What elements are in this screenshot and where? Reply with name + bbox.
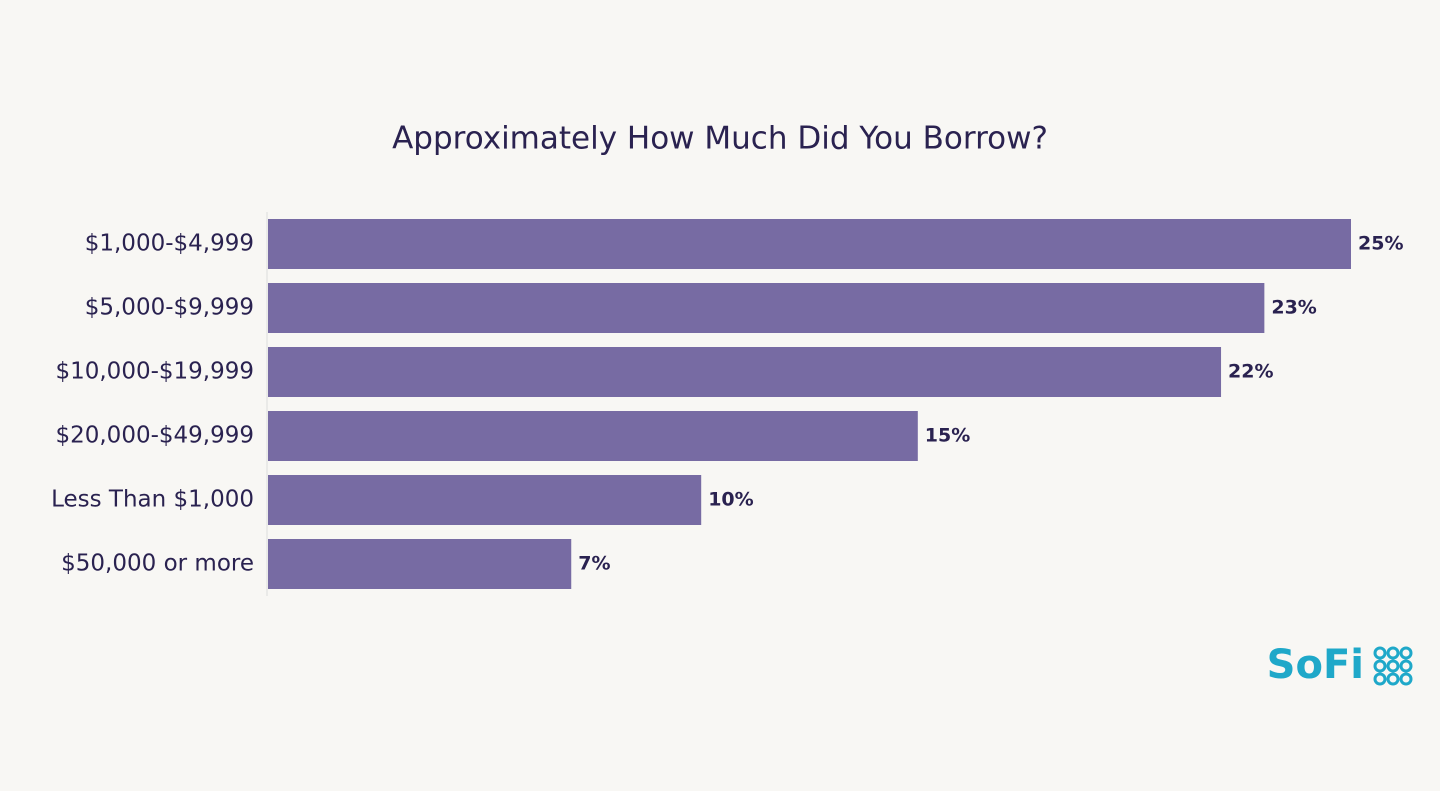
bar — [268, 347, 1222, 397]
value-label: 7% — [578, 553, 610, 575]
value-label: 10% — [708, 489, 753, 511]
logo-icon — [1373, 646, 1413, 686]
chart-title: Approximately How Much Did You Borrow? — [392, 121, 1048, 157]
value-label: 22% — [1228, 361, 1273, 383]
category-label: $20,000-$49,999 — [55, 423, 254, 449]
bar — [268, 219, 1351, 269]
category-label: $1,000-$4,999 — [85, 231, 254, 257]
bar — [268, 475, 702, 525]
category-label: $50,000 or more — [61, 551, 254, 577]
bar — [268, 283, 1265, 333]
logo-text: SoFi — [1267, 642, 1364, 688]
category-label: $5,000-$9,999 — [85, 295, 254, 321]
bar — [268, 411, 918, 461]
value-label: 23% — [1271, 297, 1316, 319]
category-label: $10,000-$19,999 — [55, 359, 254, 385]
value-label: 25% — [1358, 233, 1403, 255]
bar — [268, 539, 572, 589]
category-label: Less Than $1,000 — [51, 487, 254, 513]
value-label: 15% — [925, 425, 970, 447]
